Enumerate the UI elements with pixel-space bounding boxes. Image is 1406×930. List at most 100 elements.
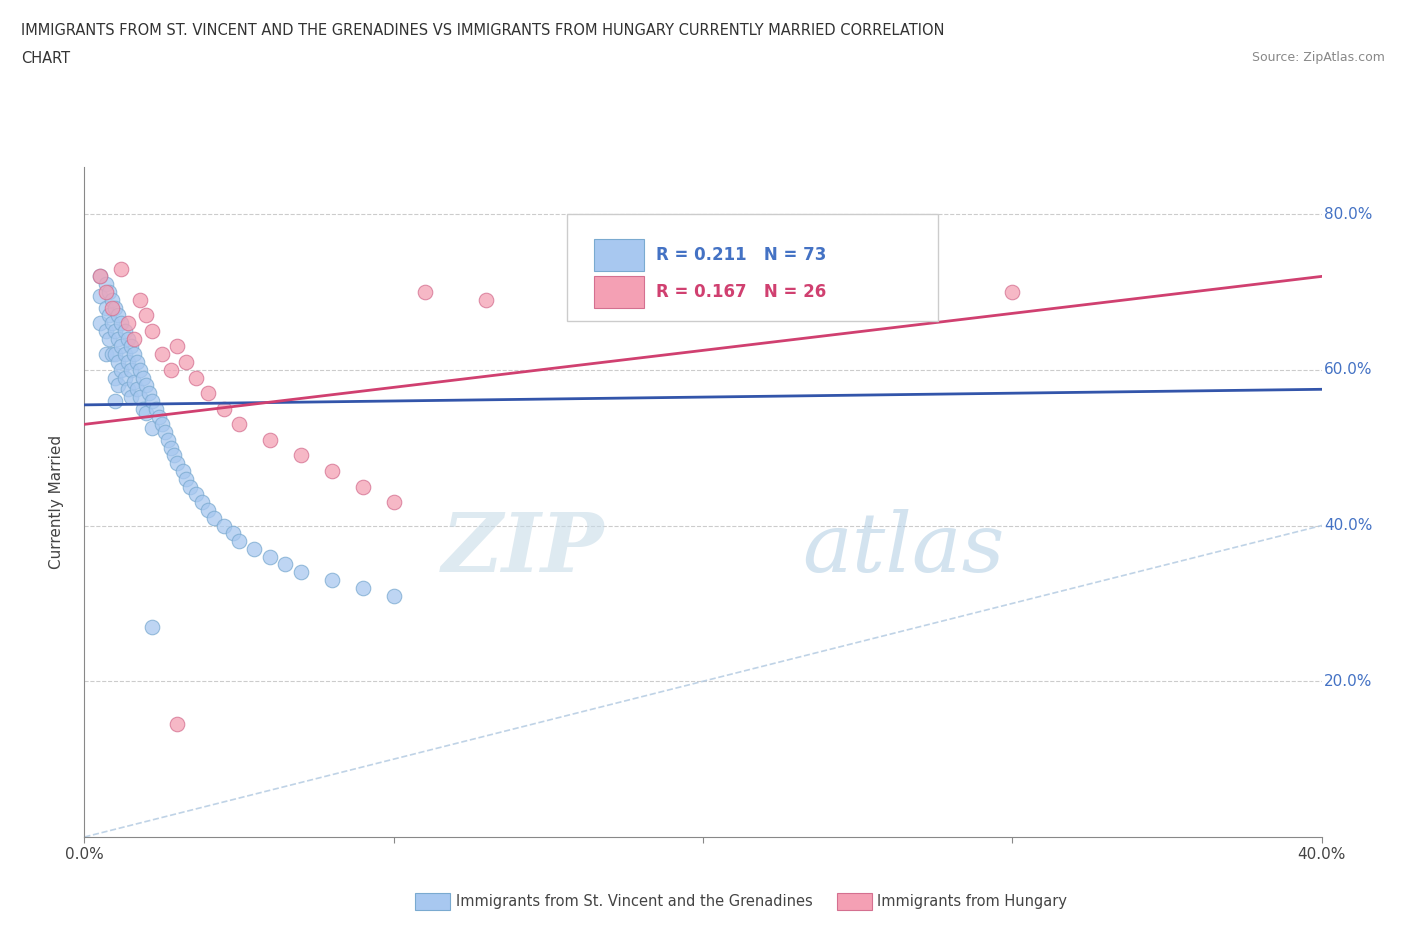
Point — [290, 448, 312, 463]
Point — [89, 269, 111, 284]
Point — [117, 331, 139, 346]
Point — [228, 417, 250, 432]
Point — [129, 390, 152, 405]
Point — [382, 495, 405, 510]
Point — [104, 300, 127, 315]
Point — [321, 464, 343, 479]
Point — [107, 354, 129, 369]
Point — [184, 487, 207, 502]
Point — [212, 518, 235, 533]
Point — [413, 285, 436, 299]
Point — [160, 363, 183, 378]
Point — [110, 363, 132, 378]
Point — [141, 393, 163, 408]
Point — [114, 324, 136, 339]
Point — [145, 402, 167, 417]
Point — [107, 378, 129, 392]
Point — [98, 331, 121, 346]
Text: atlas: atlas — [801, 509, 1004, 589]
Point — [101, 347, 124, 362]
Point — [290, 565, 312, 579]
Point — [222, 525, 245, 540]
Text: 40.0%: 40.0% — [1324, 518, 1372, 533]
Point — [202, 511, 225, 525]
Point — [94, 324, 117, 339]
Point — [98, 285, 121, 299]
Point — [110, 339, 132, 354]
Point — [138, 386, 160, 401]
Point — [259, 550, 281, 565]
Text: 80.0%: 80.0% — [1324, 206, 1372, 221]
Point — [117, 382, 139, 397]
Text: Source: ZipAtlas.com: Source: ZipAtlas.com — [1251, 51, 1385, 64]
FancyBboxPatch shape — [567, 214, 938, 322]
Point — [172, 464, 194, 479]
Point — [110, 315, 132, 330]
Point — [197, 386, 219, 401]
Point — [125, 354, 148, 369]
Point — [129, 363, 152, 378]
Text: Immigrants from St. Vincent and the Grenadines: Immigrants from St. Vincent and the Gren… — [456, 894, 813, 909]
Point — [274, 557, 297, 572]
Point — [184, 370, 207, 385]
Point — [153, 425, 176, 440]
Point — [135, 308, 157, 323]
Text: R = 0.211   N = 73: R = 0.211 N = 73 — [657, 246, 827, 264]
Point — [163, 448, 186, 463]
Point — [114, 347, 136, 362]
Point — [212, 402, 235, 417]
Point — [89, 288, 111, 303]
Point — [135, 378, 157, 392]
Point — [176, 472, 198, 486]
Point — [114, 370, 136, 385]
Point — [117, 315, 139, 330]
Point — [179, 479, 201, 494]
Point — [166, 456, 188, 471]
Point — [107, 308, 129, 323]
Point — [141, 619, 163, 634]
Point — [166, 339, 188, 354]
Text: CHART: CHART — [21, 51, 70, 66]
Point — [89, 315, 111, 330]
Point — [382, 588, 405, 603]
Point — [156, 432, 179, 447]
Point — [107, 331, 129, 346]
Point — [352, 580, 374, 595]
Point — [141, 420, 163, 435]
Point — [475, 292, 498, 307]
Point — [148, 409, 170, 424]
Text: 20.0%: 20.0% — [1324, 673, 1372, 689]
Point — [243, 541, 266, 556]
Point — [120, 339, 142, 354]
Point — [104, 393, 127, 408]
Text: 60.0%: 60.0% — [1324, 363, 1372, 378]
Point — [104, 347, 127, 362]
Point — [98, 308, 121, 323]
Point — [352, 479, 374, 494]
Point — [259, 432, 281, 447]
Point — [150, 347, 173, 362]
Point — [94, 285, 117, 299]
Point — [104, 370, 127, 385]
Point — [122, 331, 145, 346]
Point — [122, 374, 145, 389]
Point — [132, 370, 155, 385]
Point — [197, 502, 219, 517]
Point — [94, 300, 117, 315]
Point — [125, 382, 148, 397]
Text: R = 0.167   N = 26: R = 0.167 N = 26 — [657, 283, 827, 301]
FancyBboxPatch shape — [595, 276, 644, 308]
Point — [89, 269, 111, 284]
Point — [191, 495, 214, 510]
Text: ZIP: ZIP — [441, 509, 605, 589]
Point — [135, 405, 157, 420]
Point — [104, 324, 127, 339]
Point — [160, 440, 183, 455]
Point — [176, 354, 198, 369]
Point — [141, 324, 163, 339]
Point — [117, 354, 139, 369]
FancyBboxPatch shape — [595, 239, 644, 272]
Point — [101, 300, 124, 315]
Point — [120, 390, 142, 405]
Point — [129, 292, 152, 307]
